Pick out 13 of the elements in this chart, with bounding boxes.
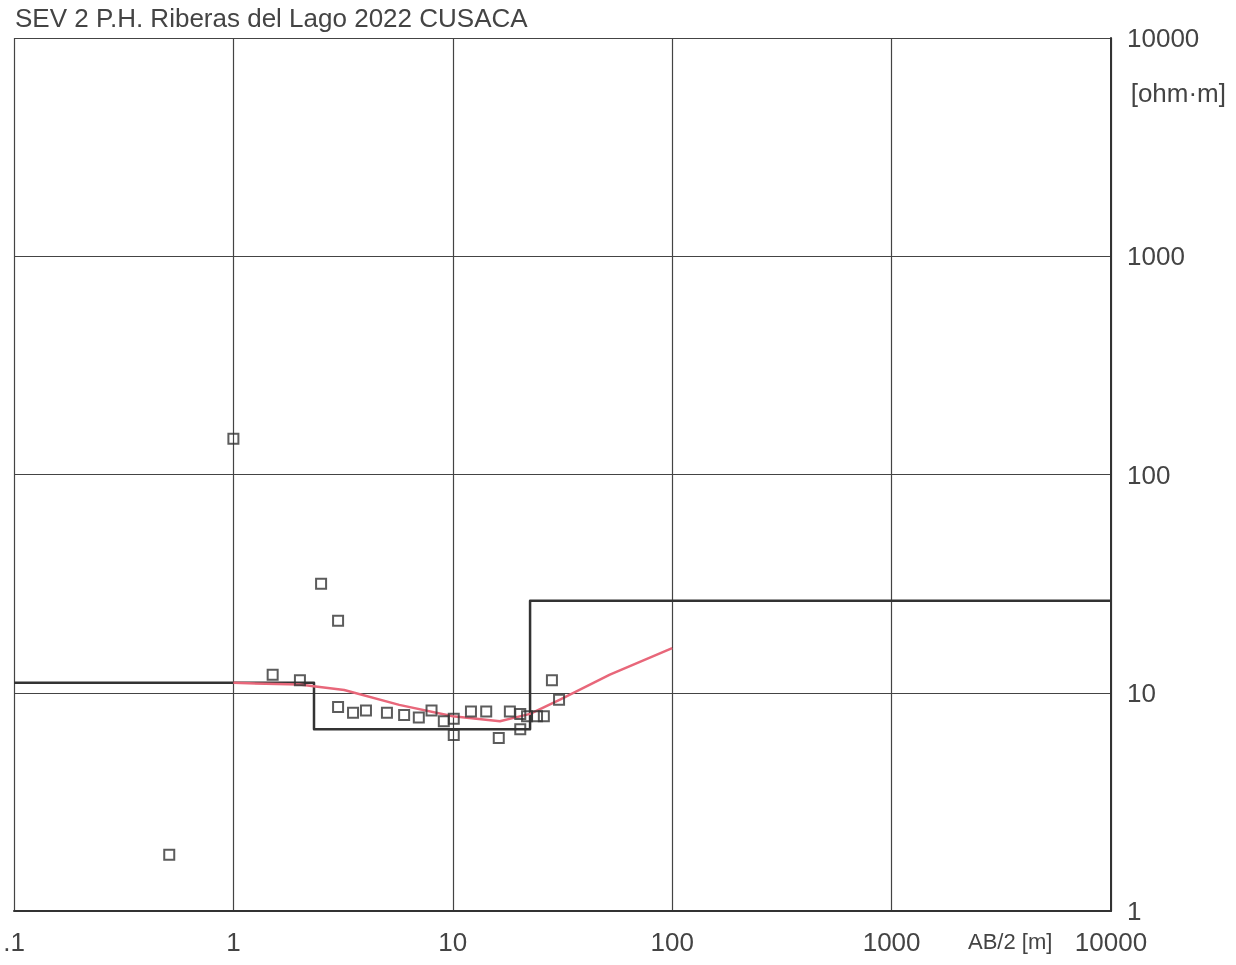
y-tick-label: 10 (1127, 677, 1156, 708)
y-axis-title: [ohm·m] (1130, 78, 1226, 108)
y-tick-label: 100 (1127, 459, 1171, 490)
x-tick-label: 1 (226, 927, 241, 957)
x-tick-label: .1 (3, 927, 25, 957)
x-axis-title: AB/2 [m] (968, 928, 1053, 954)
y-tick-label: 10000 (1127, 23, 1200, 53)
y-tick-label: 1000 (1127, 241, 1185, 272)
chart-title: SEV 2 P.H. Riberas del Lago 2022 CUSACA (15, 3, 529, 33)
x-tick-label: 100 (650, 927, 694, 957)
x-tick-label: 1000 (862, 927, 921, 957)
x-tick-label: 10 (438, 927, 468, 957)
y-tick-label: 1 (1127, 896, 1142, 926)
